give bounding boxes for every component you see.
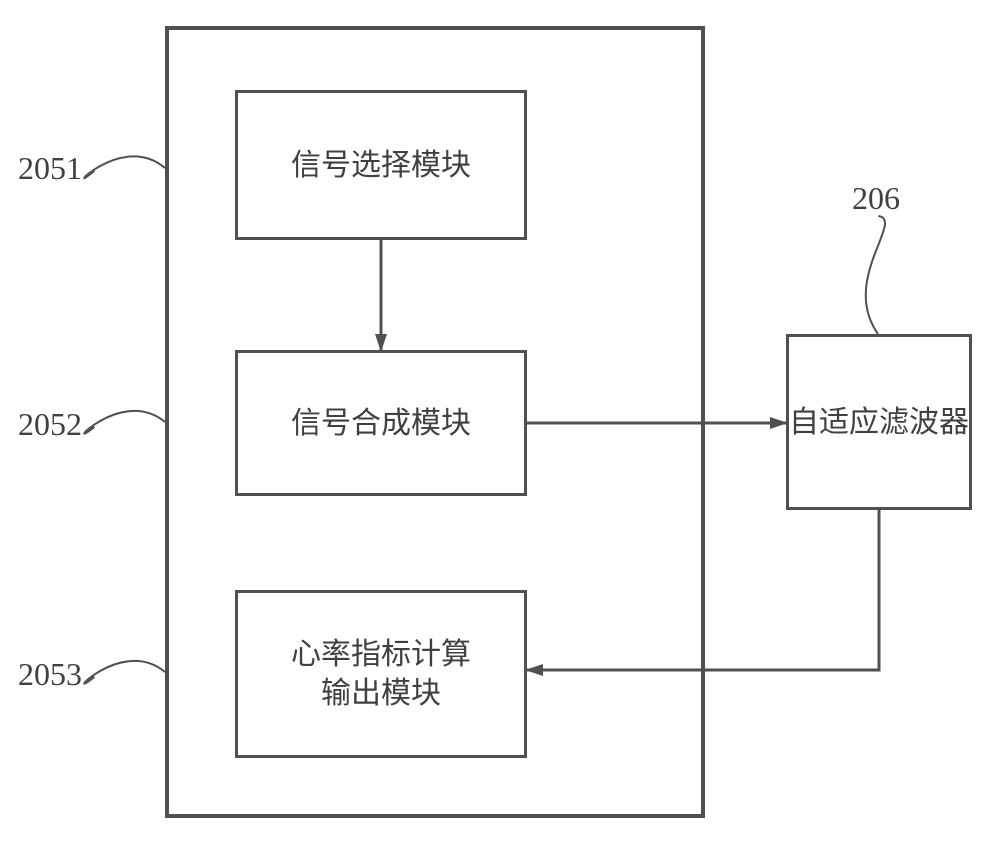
ref-label-2053: 2053 [18, 656, 82, 693]
ref-label-206: 206 [852, 180, 900, 217]
diagram-canvas: 信号选择模块 信号合成模块 心率指标计算输出模块 自适应滤波器 2051 205… [0, 0, 1000, 843]
ref-label-2052: 2052 [18, 406, 82, 443]
heart-rate-calc-output-box: 心率指标计算输出模块 [235, 590, 527, 758]
signal-select-module-label: 信号选择模块 [291, 146, 471, 185]
signal-synth-module-label: 信号合成模块 [291, 404, 471, 443]
signal-select-module-box: 信号选择模块 [235, 90, 527, 240]
heart-rate-calc-output-label: 心率指标计算输出模块 [291, 635, 471, 713]
ref-label-2051: 2051 [18, 150, 82, 187]
signal-synth-module-box: 信号合成模块 [235, 350, 527, 496]
adaptive-filter-label: 自适应滤波器 [789, 403, 969, 442]
adaptive-filter-box: 自适应滤波器 [786, 334, 972, 510]
